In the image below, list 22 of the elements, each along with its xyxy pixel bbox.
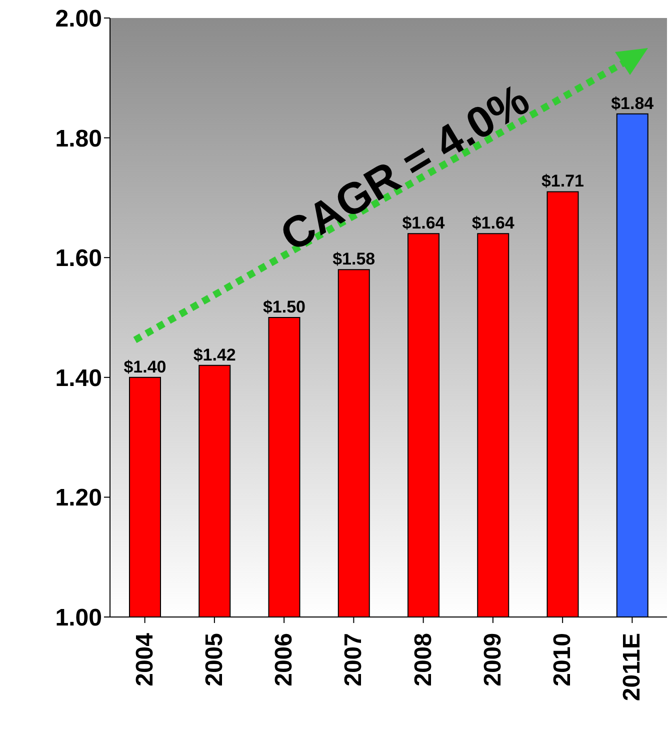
y-tick-label: 1.00 xyxy=(55,604,102,632)
x-tick-label: 2010 xyxy=(549,633,576,686)
data-label: $1.50 xyxy=(262,298,306,316)
y-tick-label: 1.20 xyxy=(55,484,102,512)
data-label: $1.64 xyxy=(402,214,446,233)
data-label: $1.71 xyxy=(541,172,584,191)
x-tick-label: 2007 xyxy=(340,633,368,686)
x-tick-label: 2006 xyxy=(270,633,298,686)
y-tick-label: 1.60 xyxy=(55,245,102,272)
x-tick-label: 2008 xyxy=(410,633,437,686)
y-tick-label: 1.80 xyxy=(55,125,102,152)
x-tick-label: 2009 xyxy=(479,633,506,686)
y-tick-label: 2.00 xyxy=(55,6,102,33)
data-label: $1.64 xyxy=(472,214,515,233)
x-tick-label: 2011E xyxy=(618,633,646,702)
data-label: $1.42 xyxy=(193,345,236,364)
data-label: $1.58 xyxy=(332,250,376,269)
data-label: $1.40 xyxy=(124,357,166,376)
data-label: $1.84 xyxy=(611,94,654,113)
x-tick-label: 2005 xyxy=(200,633,228,686)
x-tick-label: 2004 xyxy=(131,632,158,686)
y-tick-label: 1.40 xyxy=(55,364,102,392)
